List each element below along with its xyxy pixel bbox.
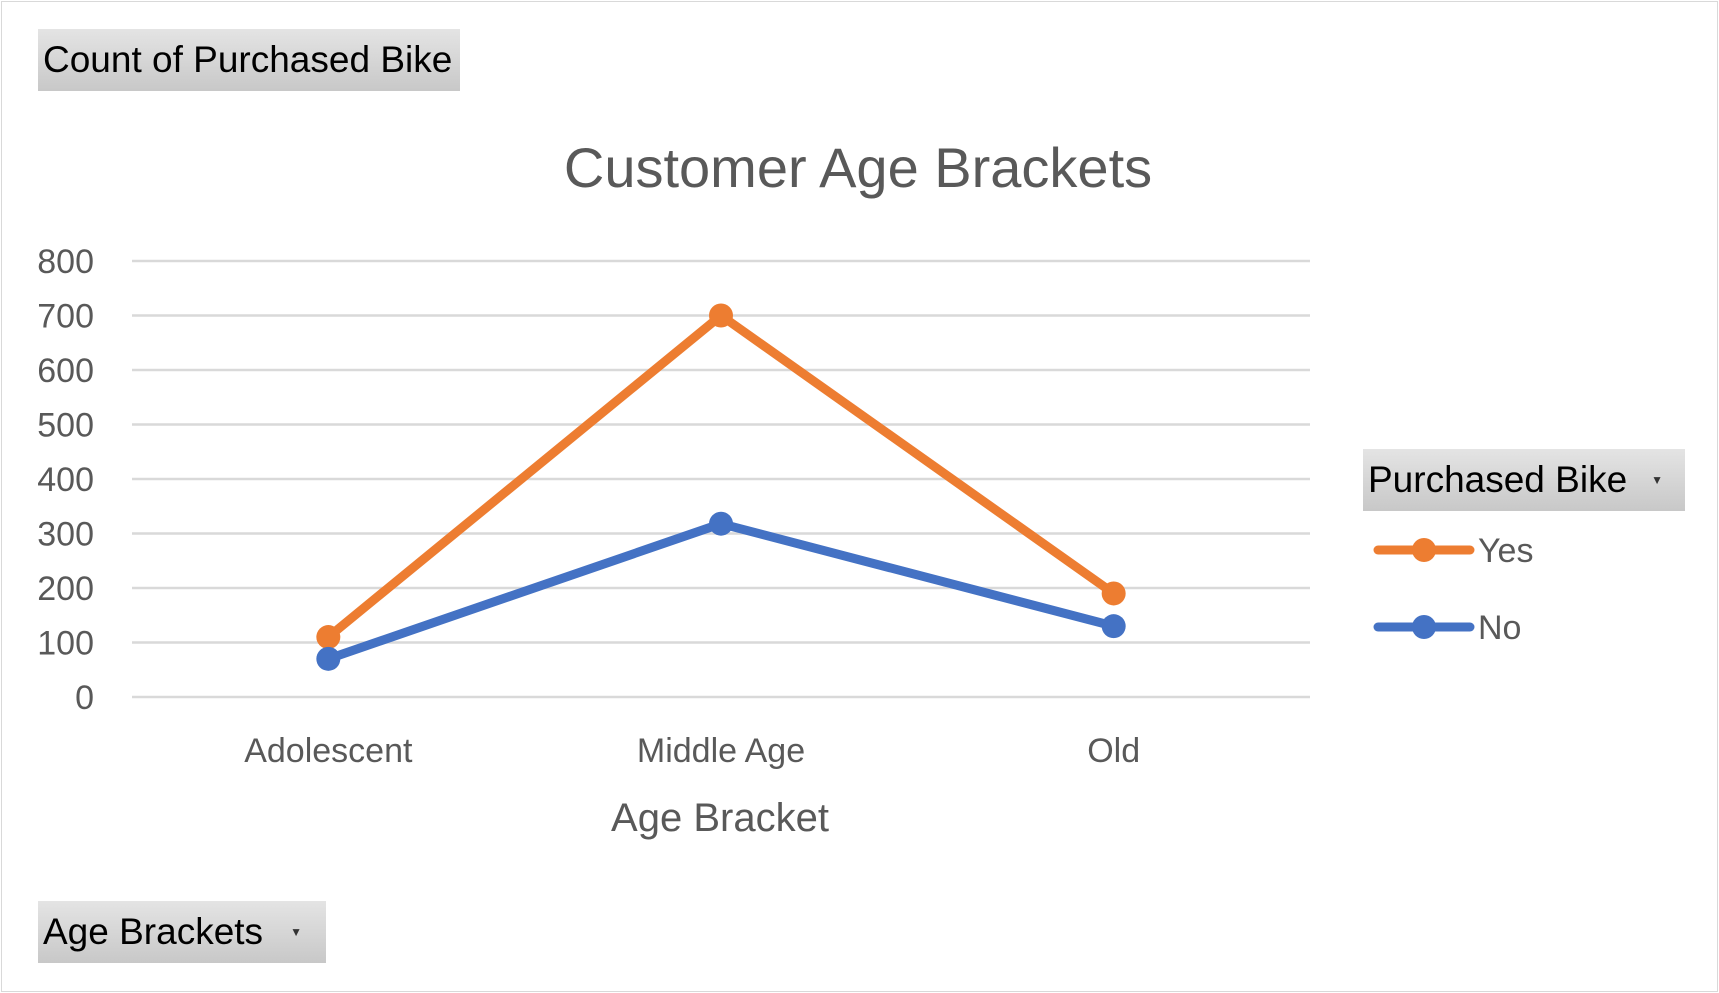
data-point-no <box>709 511 733 536</box>
y-tick-label: 500 <box>37 407 94 445</box>
y-tick-label: 100 <box>37 625 94 663</box>
data-point-no <box>316 646 341 671</box>
x-tick-label: Middle Age <box>637 732 805 770</box>
chart-title: Customer Age Brackets <box>564 136 1152 199</box>
data-point-no <box>1101 614 1126 639</box>
x-tick-label: Old <box>1087 732 1140 770</box>
y-tick-label: 600 <box>37 352 94 390</box>
y-tick-label: 300 <box>37 516 94 554</box>
x-axis-ticks: Adolescent Middle Age Old <box>244 732 1140 770</box>
data-point-yes <box>1101 581 1126 606</box>
y-tick-label: 400 <box>37 461 94 499</box>
legend: Yes No <box>1373 532 1533 647</box>
y-tick-label: 800 <box>37 243 94 281</box>
dropdown-arrow-icon[interactable]: ▼ <box>1651 473 1663 487</box>
legend-label-no: No <box>1478 609 1521 647</box>
series-group <box>316 303 1126 671</box>
x-tick-label: Adolescent <box>244 732 413 770</box>
legend-label-yes: Yes <box>1478 532 1533 570</box>
x-axis-title: Age Bracket <box>611 796 829 840</box>
axis-field-label: Age Brackets <box>43 911 264 952</box>
values-field-button[interactable]: Count of Purchased Bike <box>38 29 460 91</box>
y-axis-ticks: 0 100 200 300 400 500 600 700 800 <box>37 243 94 717</box>
values-field-label: Count of Purchased Bike <box>43 39 453 80</box>
legend-field-label: Purchased Bike <box>1368 459 1628 500</box>
y-tick-label: 0 <box>75 679 94 717</box>
axis-field-button[interactable]: Age Brackets ▼ <box>38 901 326 963</box>
data-point-yes <box>709 303 733 328</box>
legend-marker-no <box>1412 615 1436 639</box>
y-tick-label: 700 <box>37 298 94 336</box>
data-point-yes <box>316 625 341 650</box>
y-tick-label: 200 <box>37 570 94 608</box>
legend-marker-yes <box>1412 538 1436 562</box>
dropdown-arrow-icon[interactable]: ▼ <box>290 925 302 939</box>
legend-field-button[interactable]: Purchased Bike ▼ <box>1363 449 1685 511</box>
